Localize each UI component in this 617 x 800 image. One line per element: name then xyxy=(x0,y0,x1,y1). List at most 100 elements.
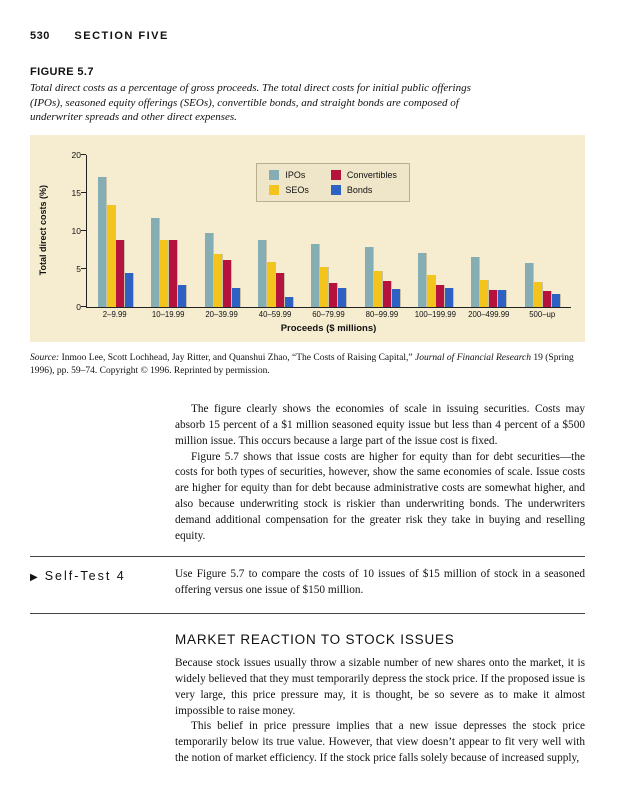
legend-swatch-icon xyxy=(330,169,341,180)
figure-label: FIGURE 5.7 xyxy=(30,66,94,78)
y-tick-mark xyxy=(81,229,86,231)
x-axis-title: Proceeds ($ millions) xyxy=(280,322,377,334)
bar-ipos xyxy=(151,217,160,307)
self-test-arrow-icon: ▶ xyxy=(30,572,38,584)
running-head: 530 SECTION FIVE xyxy=(30,30,585,42)
bar-ipos xyxy=(471,257,480,307)
category-row: 2–9.99 10–19.99 20–39.99 40–59.99 60–79.99 80… xyxy=(86,310,571,319)
x-category-label: 2–9.99 xyxy=(102,309,127,319)
source-authors: Inmoo Lee, Scott Lochhead, Jay Ritter, a… xyxy=(59,352,415,363)
y-tick-label: 10 xyxy=(71,225,81,236)
bar-seos xyxy=(373,270,382,307)
self-test-title: Self-Test 4 xyxy=(44,569,126,584)
bar-convertibles xyxy=(329,283,338,307)
plot-region: IPOs SEOs Convertibles Bonds 0 5 10 15 20 2–9.9… xyxy=(72,150,571,334)
y-axis-title-wrap: Total direct costs (%) xyxy=(36,155,50,307)
self-test-label: ▶ Self-Test 4 xyxy=(30,567,175,599)
x-category-label: 40–59.99 xyxy=(258,309,292,319)
y-tick-mark xyxy=(81,305,86,307)
bar-convertibles xyxy=(222,260,231,307)
bar-bonds xyxy=(498,289,507,307)
bar-group xyxy=(89,155,142,307)
x-category-label: 100–199.99 xyxy=(414,309,456,319)
legend-item-convertibles: Convertibles xyxy=(330,169,397,180)
bar-chart: Total direct costs (%) IPOs SEOs Convertib… xyxy=(30,134,585,342)
self-test-box: ▶ Self-Test 4 Use Figure 5.7 to compare … xyxy=(30,556,585,615)
legend-item-bonds: Bonds xyxy=(330,184,397,195)
source-prefix: Source: xyxy=(30,352,60,363)
bar-convertibles xyxy=(542,290,551,307)
bar-bonds xyxy=(551,294,560,307)
body-paragraph: The figure clearly shows the economies o… xyxy=(175,403,585,447)
bar-group xyxy=(196,155,249,307)
bar-group xyxy=(409,155,462,307)
y-tick-label: 20 xyxy=(71,149,81,160)
self-test-text: Use Figure 5.7 to compare the costs of 1… xyxy=(175,568,585,597)
bar-convertibles xyxy=(382,281,391,307)
bar-bonds xyxy=(231,287,240,307)
legend-label: IPOs xyxy=(285,169,306,180)
bar-group xyxy=(516,155,569,307)
body-text: The figure clearly shows the economies o… xyxy=(175,402,585,544)
legend-label: Convertibles xyxy=(346,169,397,180)
figure-source: Source: Inmoo Lee, Scott Lochhead, Jay R… xyxy=(30,352,583,379)
x-category-label: 20–39.99 xyxy=(205,309,238,319)
legend-label: SEOs xyxy=(285,184,309,195)
bar-seos xyxy=(160,240,169,307)
bar-ipos xyxy=(311,244,320,307)
y-tick-mark xyxy=(81,267,86,269)
legend-item-ipos: IPOs xyxy=(269,169,309,180)
bar-group xyxy=(142,155,195,307)
bar-group xyxy=(302,155,355,307)
legend-swatch-icon xyxy=(330,184,341,195)
section-body-text: Because stock issues usually throw a siz… xyxy=(175,656,585,767)
bar-seos xyxy=(480,279,489,307)
bar-convertibles xyxy=(169,240,178,307)
x-category-label: 10–19.99 xyxy=(151,309,185,319)
bar-convertibles xyxy=(489,289,498,307)
bar-convertibles xyxy=(116,239,125,307)
bar-ipos xyxy=(258,240,267,307)
bar-group xyxy=(356,155,409,307)
source-suffix: 19 (Spring 1996), pp. 59–74. Copyright ©… xyxy=(30,352,574,376)
legend-swatch-icon xyxy=(269,169,280,180)
figure-caption: Total direct costs as a percentage of gr… xyxy=(30,82,471,124)
x-category-label: 500–up xyxy=(529,309,556,319)
legend-item-seos: SEOs xyxy=(269,184,309,195)
y-tick-label: 15 xyxy=(71,187,81,198)
bar-ipos xyxy=(98,177,107,307)
bar-ipos xyxy=(364,246,373,307)
bar-ipos xyxy=(418,252,427,307)
y-tick-label: 0 xyxy=(76,301,81,312)
bar-convertibles xyxy=(436,284,445,307)
bar-group xyxy=(249,155,302,307)
y-tick-label: 5 xyxy=(76,263,81,274)
bar-ipos xyxy=(204,232,213,307)
body-paragraph: Figure 5.7 shows that issue costs are hi… xyxy=(175,450,585,542)
page-number: 530 xyxy=(30,30,50,42)
bar-group xyxy=(462,155,515,307)
y-tick-mark xyxy=(81,153,86,155)
y-tick-mark xyxy=(81,191,86,193)
bar-bonds xyxy=(285,296,294,307)
plot-area: IPOs SEOs Convertibles Bonds 0 5 10 15 20 xyxy=(72,150,571,312)
bar-ipos xyxy=(524,263,533,307)
body-paragraph: Because stock issues usually throw a siz… xyxy=(175,657,585,717)
bar-seos xyxy=(213,254,222,307)
source-journal: Journal of Financial Research xyxy=(415,352,531,363)
bar-bonds xyxy=(178,285,187,307)
legend-label: Bonds xyxy=(346,184,373,195)
bar-seos xyxy=(533,282,542,307)
x-category-label: 200–499.99 xyxy=(468,309,510,319)
x-category-label: 60–79.99 xyxy=(312,309,345,319)
bar-bonds xyxy=(391,289,400,307)
figure-block: FIGURE 5.7 Total direct costs as a perce… xyxy=(30,66,585,378)
section-title: SECTION FIVE xyxy=(74,30,169,42)
bar-seos xyxy=(107,205,116,307)
bar-bonds xyxy=(445,288,454,307)
x-category-label: 80–99.99 xyxy=(365,309,399,319)
section-heading: MARKET REACTION TO STOCK ISSUES xyxy=(175,632,455,648)
y-axis-title: Total direct costs (%) xyxy=(38,185,48,276)
bars-row xyxy=(87,155,571,307)
